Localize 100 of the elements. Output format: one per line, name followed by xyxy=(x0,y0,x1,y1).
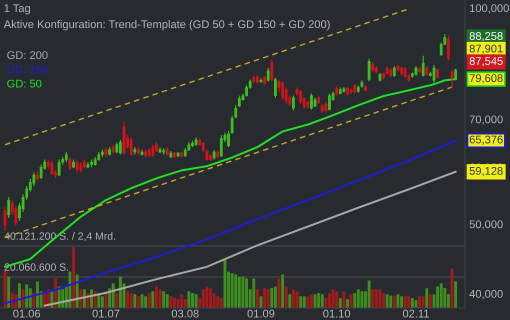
bar xyxy=(144,296,148,308)
bar xyxy=(263,288,266,308)
bar xyxy=(169,296,172,308)
bar xyxy=(360,291,364,308)
text: GD: 150 xyxy=(7,65,48,74)
candlestick xyxy=(36,170,39,182)
candlestick xyxy=(392,66,396,78)
bar xyxy=(18,283,21,308)
annotation: Aktive Konfiguration: Trend-Template (GD 50 + GD 150 + GD 200) xyxy=(4,20,330,30)
candlestick xyxy=(353,84,356,94)
bar xyxy=(278,278,280,308)
candlestick xyxy=(68,156,72,170)
bar xyxy=(428,294,432,308)
candlestick xyxy=(104,146,108,158)
text: GD: 50 xyxy=(7,80,42,88)
bar xyxy=(328,293,331,308)
candlestick xyxy=(454,68,458,81)
candlestick xyxy=(284,86,288,105)
candlestick xyxy=(422,55,425,77)
candlestick xyxy=(292,95,295,111)
bar xyxy=(400,296,403,308)
candlestick xyxy=(130,136,133,156)
bar xyxy=(151,291,154,308)
text: 87,545 xyxy=(470,57,503,66)
candlestick xyxy=(299,90,302,105)
bar xyxy=(281,274,284,308)
candlestick xyxy=(436,68,439,79)
bar xyxy=(223,258,226,308)
candlestick xyxy=(266,67,270,82)
bar xyxy=(436,286,440,308)
bar xyxy=(378,289,382,308)
bar xyxy=(242,276,244,308)
candlestick xyxy=(76,160,79,174)
bar xyxy=(133,294,136,308)
bar xyxy=(342,291,346,308)
text: GD: 200 xyxy=(7,51,48,60)
candlestick xyxy=(64,151,68,163)
candlestick xyxy=(270,58,274,82)
text: 87,901 xyxy=(470,44,503,54)
y-tick-label: 40,000 xyxy=(469,290,503,300)
bar xyxy=(288,294,292,308)
x-tick-label: 02.11 xyxy=(402,310,429,318)
text: 88,258 xyxy=(470,32,503,42)
candlestick xyxy=(371,62,374,72)
bar xyxy=(310,294,313,308)
bar xyxy=(209,288,212,308)
bar xyxy=(72,246,75,308)
candlestick xyxy=(335,86,338,96)
bar xyxy=(112,283,115,308)
annotation: 79,608 xyxy=(470,74,503,84)
bar xyxy=(314,294,316,308)
bar xyxy=(187,291,190,308)
bar xyxy=(266,289,270,308)
bar xyxy=(220,298,223,308)
bar xyxy=(454,281,458,308)
x-tick-label: 03.08 xyxy=(172,310,199,318)
bar xyxy=(155,286,158,308)
bar xyxy=(396,294,400,308)
candlestick xyxy=(324,101,328,114)
candlestick xyxy=(328,93,331,111)
bar xyxy=(346,299,349,308)
bar xyxy=(422,296,425,308)
bar xyxy=(317,293,320,308)
bar xyxy=(292,289,295,308)
bar xyxy=(191,293,194,308)
bar xyxy=(256,289,259,308)
bar xyxy=(296,291,298,308)
x-tick-label: 01.10 xyxy=(323,310,350,318)
bar xyxy=(25,284,28,308)
annotation: 59,128 xyxy=(470,166,503,176)
candlestick xyxy=(58,158,61,177)
bar xyxy=(245,278,248,308)
x-tick-label: 01.07 xyxy=(92,310,120,318)
bar xyxy=(100,296,104,308)
candlestick xyxy=(155,142,158,153)
bar xyxy=(7,276,10,308)
candlestick xyxy=(7,196,10,218)
bar xyxy=(306,296,310,308)
candlestick xyxy=(450,69,454,89)
bar xyxy=(136,296,140,308)
candlestick xyxy=(4,206,6,231)
bar xyxy=(386,294,389,308)
x-tick-label: 01.09 xyxy=(248,310,274,318)
y-tick-label: 70,000 xyxy=(470,115,503,125)
bar xyxy=(118,276,122,308)
bar xyxy=(274,286,277,308)
bar xyxy=(450,268,454,308)
bar xyxy=(374,289,378,308)
candlestick xyxy=(220,134,223,158)
bar xyxy=(194,294,198,308)
candlestick xyxy=(281,80,284,100)
candlestick xyxy=(404,66,407,78)
candlestick xyxy=(310,93,313,110)
bar xyxy=(382,293,385,308)
bar xyxy=(299,296,302,308)
candlestick xyxy=(115,142,118,154)
bar xyxy=(158,289,162,308)
bar xyxy=(332,289,335,308)
bar xyxy=(404,296,407,308)
candlestick xyxy=(368,58,371,82)
